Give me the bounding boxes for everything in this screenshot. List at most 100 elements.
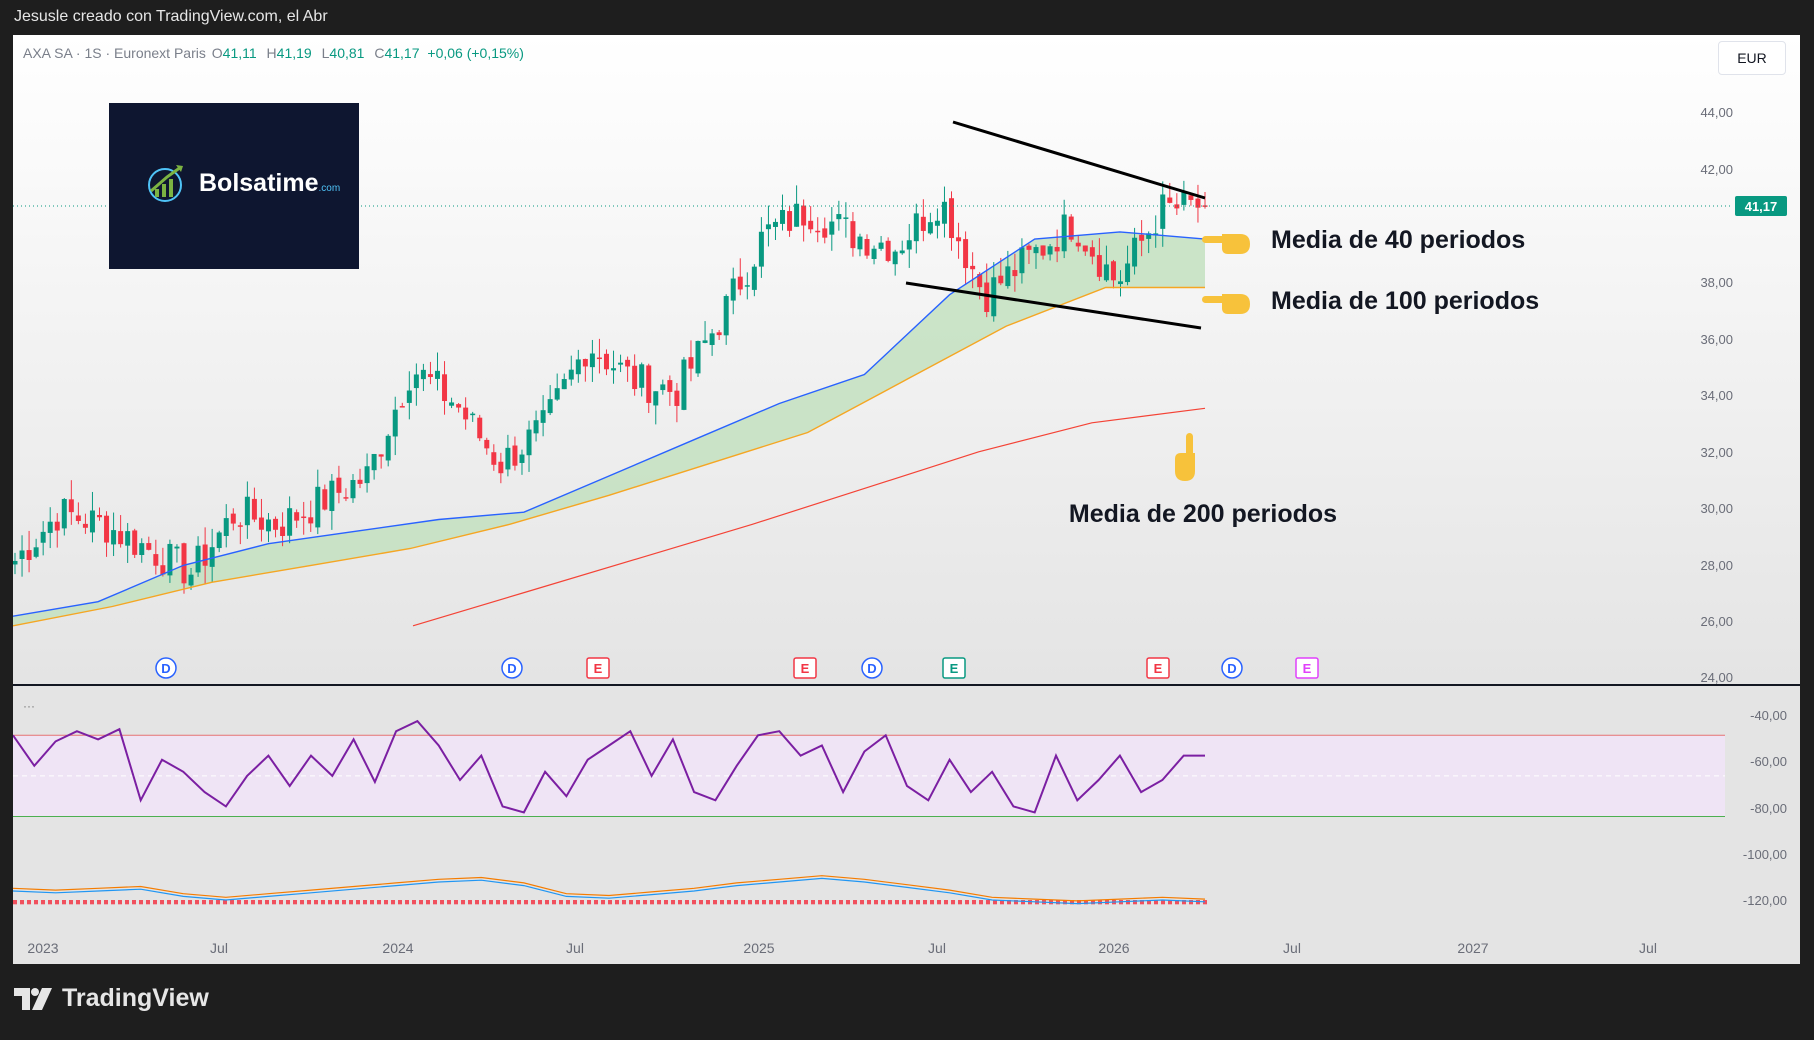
candle-body — [526, 429, 532, 456]
dividend-marker-icon[interactable] — [155, 657, 177, 679]
histogram-bar — [1203, 900, 1207, 905]
candles-group — [13, 180, 1208, 594]
time-tick-label: Jul — [566, 940, 584, 956]
candle-body — [512, 445, 518, 466]
histogram-bar — [146, 900, 150, 905]
indicator-menu-dots[interactable]: ··· — [23, 699, 35, 713]
candle-body — [1012, 270, 1018, 277]
candle-body — [892, 251, 898, 265]
tradingview-brand[interactable]: TradingView — [14, 984, 209, 1013]
histogram-bar — [307, 900, 311, 905]
candle-body — [547, 399, 553, 414]
histogram-bar — [300, 900, 304, 905]
histogram-bar — [20, 900, 24, 905]
price-tick-label: 42,00 — [1700, 162, 1733, 177]
histogram-bar — [860, 900, 864, 905]
histogram-bar — [454, 900, 458, 905]
histogram-bar — [349, 900, 353, 905]
price-tick-label: 38,00 — [1700, 275, 1733, 290]
candle-body — [787, 211, 793, 231]
candle-body — [1061, 214, 1067, 252]
histogram-bar — [867, 900, 871, 905]
candle-body — [484, 439, 490, 449]
candle-body — [695, 340, 701, 374]
upper-trendline[interactable] — [952, 120, 1206, 200]
histogram-bar — [986, 900, 990, 905]
candle-body — [1096, 255, 1102, 277]
chart-frame[interactable]: 44,00 42,00 38,00 36,00 34,00 32,00 30,00 28,00… — [13, 35, 1800, 964]
histogram-bar — [538, 900, 542, 905]
dividend-marker-icon[interactable] — [861, 657, 883, 679]
histogram-bar — [279, 900, 283, 905]
histogram-bar — [559, 900, 563, 905]
candle-body — [836, 214, 842, 220]
time-tick-label: 2023 — [27, 940, 58, 956]
price-axis: 44,00 42,00 38,00 36,00 34,00 32,00 30,00 28,00… — [13, 105, 1787, 685]
candle-body — [568, 369, 574, 380]
candle-body — [934, 220, 940, 226]
candle-body — [491, 452, 497, 465]
candle-body — [33, 547, 39, 557]
histogram-bar — [111, 900, 115, 905]
histogram-bar — [412, 900, 416, 905]
earnings-marker-icon[interactable] — [1146, 657, 1170, 679]
indicator-tick-label: -120,00 — [1743, 893, 1787, 908]
earnings-marker-icon[interactable] — [793, 657, 817, 679]
candle-body — [596, 357, 602, 360]
candle-body — [237, 525, 243, 527]
dividend-marker-icon[interactable] — [1221, 657, 1243, 679]
histogram-bar — [580, 900, 584, 905]
earnings-marker-icon[interactable] — [942, 657, 966, 679]
legend-symbol[interactable]: AXA SA · 1S · Euronext Paris — [23, 45, 206, 61]
candle-body — [68, 499, 74, 513]
candle-body — [653, 391, 659, 406]
candle-body — [308, 517, 314, 524]
histogram-bar — [76, 900, 80, 905]
candle-body — [625, 359, 631, 367]
candle-body — [1026, 245, 1032, 250]
candle-body — [96, 515, 102, 518]
earnings-marker-icon[interactable] — [586, 657, 610, 679]
price-tick-label: 36,00 — [1700, 332, 1733, 347]
currency-button[interactable]: EUR — [1718, 41, 1786, 75]
dividend-marker-icon[interactable] — [501, 657, 523, 679]
candle-body — [737, 276, 743, 290]
candle-body — [442, 374, 448, 402]
histogram-bar — [678, 900, 682, 905]
candle-body — [230, 513, 236, 524]
candle-body — [343, 497, 349, 499]
candle-body — [498, 461, 504, 474]
lower-trendline[interactable] — [905, 281, 1202, 330]
candle-body — [1033, 247, 1039, 254]
candle-body — [646, 365, 652, 403]
histogram-bar — [972, 900, 976, 905]
candle-body — [765, 224, 771, 230]
candle-body — [864, 238, 870, 256]
ma100-line — [13, 286, 1205, 627]
histogram-bar — [958, 900, 962, 905]
macd-line — [13, 877, 1206, 905]
candle-body — [639, 364, 645, 388]
histogram-bar — [937, 900, 941, 905]
candle-body — [899, 250, 905, 254]
candle-body — [449, 402, 455, 406]
histogram-bar — [755, 900, 759, 905]
candle-body — [801, 205, 807, 226]
candle-body — [744, 285, 750, 287]
histogram-bar — [475, 900, 479, 905]
chart-svg[interactable]: 44,00 42,00 38,00 36,00 34,00 32,00 30,00 28,00… — [13, 35, 1800, 964]
histogram-bar — [468, 900, 472, 905]
earnings-marker-icon[interactable] — [1295, 657, 1319, 679]
histogram-bar — [13, 900, 17, 905]
candle-body — [413, 374, 419, 389]
candle-body — [167, 543, 173, 576]
legend-close: 41,17 — [384, 45, 420, 61]
moving-averages — [13, 231, 1206, 627]
histogram-bar — [881, 900, 885, 905]
legend-open: 41,11 — [222, 45, 257, 61]
trendlines — [905, 120, 1206, 330]
histogram-bar — [566, 900, 570, 905]
candle-body — [1181, 191, 1187, 205]
histogram-bar — [97, 900, 101, 905]
